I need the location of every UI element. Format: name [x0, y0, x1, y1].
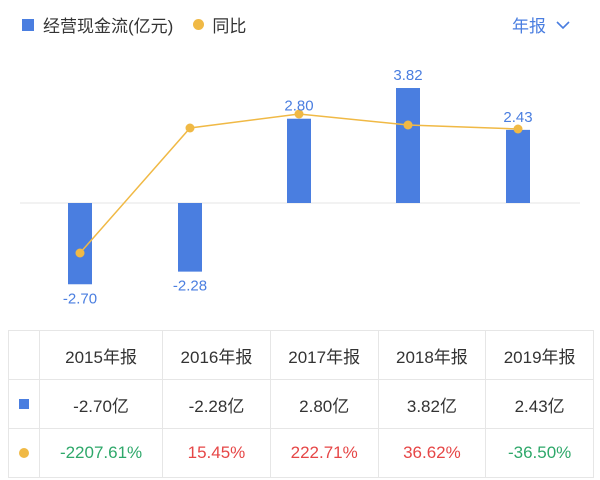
bar-series	[68, 88, 530, 285]
yoy-point-2018年报	[403, 120, 413, 130]
bar-legend-label: 经营现金流(亿元)	[43, 17, 174, 36]
table-cell: 36.62%	[377, 428, 487, 478]
line-series-marker	[19, 448, 29, 458]
bar-2019年报	[506, 129, 530, 203]
yoy-point-2015年报	[75, 248, 85, 258]
table-cell: -2.70亿	[38, 379, 164, 429]
yoy-point-2019年报	[513, 124, 523, 134]
cashflow-chart: -2.70 -2.28 2.80 3.82 2.43	[20, 67, 580, 307]
line-legend-label: 同比	[212, 17, 247, 36]
table-cell: -2207.61%	[38, 428, 164, 478]
table-row-cashflow: -2.70亿 -2.28亿 2.80亿 3.82亿 2.43亿	[8, 379, 594, 429]
table-header: 2017年报	[269, 330, 379, 380]
table-header: 2019年报	[485, 330, 594, 380]
bar-value-label: 2.80	[284, 98, 313, 115]
bar-2018年报	[396, 88, 420, 203]
bar-legend-swatch	[22, 18, 34, 31]
bar-value-label: -2.28	[173, 278, 207, 295]
period-selector[interactable]: 年报	[512, 12, 570, 37]
table-header: 2018年报	[377, 330, 487, 380]
yoy-point-2016年报	[185, 123, 195, 133]
table-cell: -2.28亿	[162, 379, 271, 429]
bar-series-marker	[19, 399, 29, 409]
period-selector-label: 年报	[512, 17, 546, 36]
row-key	[8, 379, 40, 429]
row-key	[8, 428, 40, 478]
bar-2017年报	[287, 118, 311, 203]
bar-value-label: -2.70	[63, 290, 97, 307]
bar-value-label: 3.82	[393, 67, 422, 84]
table-header: 2015年报	[38, 330, 164, 380]
table-cell: 222.71%	[269, 428, 379, 478]
yoy-point-2017年报	[294, 109, 304, 119]
data-table: 2015年报 2016年报 2017年报 2018年报 2019年报 -2.70…	[8, 330, 594, 478]
bar-labels: -2.70 -2.28 2.80 3.82 2.43	[63, 67, 533, 307]
table-cell: 3.82亿	[377, 379, 487, 429]
table-row-yoy: -2207.61% 15.45% 222.71% 36.62% -36.50%	[8, 428, 594, 478]
bar-value-label: 2.43	[503, 109, 532, 126]
chevron-down-icon	[556, 20, 570, 29]
yoy-points	[75, 109, 523, 258]
table-cell: 2.43亿	[485, 379, 594, 429]
table-header-row: 2015年报 2016年报 2017年报 2018年报 2019年报	[8, 330, 594, 380]
chart-legend: 经营现金流(亿元) 同比	[22, 12, 246, 37]
bar-2016年报	[178, 203, 202, 272]
table-cell: 15.45%	[162, 428, 271, 478]
table-cell: -36.50%	[485, 428, 594, 478]
table-corner	[8, 330, 40, 380]
table-header: 2016年报	[162, 330, 271, 380]
table-cell: 2.80亿	[269, 379, 379, 429]
line-legend-swatch	[193, 19, 205, 30]
